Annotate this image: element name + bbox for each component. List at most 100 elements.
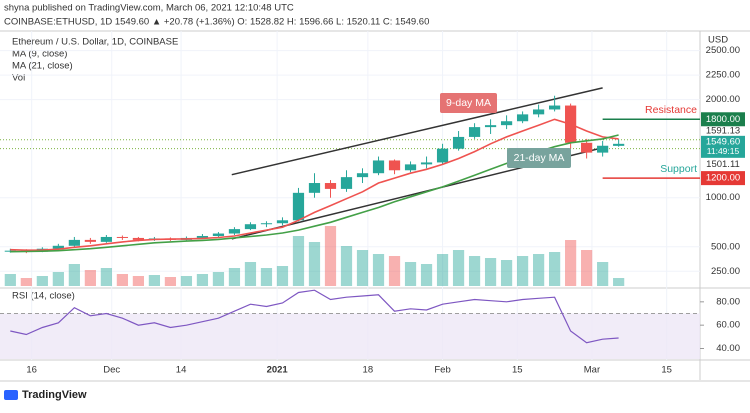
volume-bar: [148, 275, 161, 286]
candle-body: [228, 229, 241, 234]
candle-body: [388, 160, 401, 171]
volume-bar: [356, 250, 369, 286]
header-line1: shyna published on TradingView.com, Marc…: [4, 3, 294, 14]
header-line2: COINBASE:ETHUSD, 1D 1549.60 ▲ +20.78 (+1…: [4, 17, 429, 28]
chart-title: Ethereum / U.S. Dollar, 1D, COINBASE: [12, 37, 178, 48]
candle-body: [244, 224, 257, 230]
candle-body: [404, 164, 417, 171]
candle-body: [420, 162, 433, 165]
volume-bar: [549, 252, 561, 286]
candle-body: [436, 148, 449, 163]
annotation-box: [440, 93, 497, 113]
candle-body: [260, 223, 273, 225]
candle-body: [372, 160, 385, 174]
candle-body: [100, 236, 112, 242]
candle-body: [484, 125, 497, 128]
volume-bar: [436, 254, 449, 286]
volume-bar: [581, 250, 593, 286]
price-tag-label: 1591.13: [706, 125, 740, 136]
rsi-tick-label: 40.00: [716, 343, 740, 354]
candle-body: [468, 127, 481, 137]
volume-bar: [340, 246, 353, 286]
candle-body: [84, 239, 96, 242]
volume-bar: [4, 274, 16, 286]
annotation-text: 9-day MA: [446, 97, 491, 109]
volume-bar: [388, 256, 401, 286]
currency-label: USD: [708, 35, 728, 46]
volume-bar: [116, 274, 128, 286]
level-tag-label: 1200.00: [706, 173, 740, 184]
annotation-text: 21-day MA: [514, 152, 565, 164]
volume-bar: [532, 254, 545, 286]
legend-item: MA (9, close): [12, 49, 67, 60]
x-tick-label: 18: [363, 365, 374, 376]
x-tick-label: Mar: [584, 365, 600, 376]
volume-bar: [260, 268, 273, 286]
volume-bar: [132, 276, 145, 286]
volume-bar: [500, 260, 513, 286]
legend-item: MA (21, close): [12, 61, 73, 72]
candle-body: [532, 109, 545, 115]
volume-bar: [516, 256, 529, 286]
level-name: Resistance: [645, 104, 697, 116]
candle-body: [452, 136, 465, 149]
candle-body: [356, 173, 369, 178]
candle-body: [276, 220, 289, 224]
volume-bar: [164, 277, 177, 286]
x-tick-label: 14: [176, 365, 187, 376]
volume-bar: [404, 262, 417, 286]
candle-body: [132, 237, 145, 240]
rsi-line: [10, 289, 619, 344]
candle-body: [292, 192, 305, 221]
candle-body: [549, 105, 561, 110]
y-tick-label: 2000.00: [706, 94, 740, 105]
level-tag: [701, 171, 745, 186]
volume-bar: [36, 276, 48, 286]
volume-bar: [565, 240, 577, 286]
y-tick-label: 2250.00: [706, 70, 740, 81]
channel-line: [231, 87, 603, 176]
y-tick-label: 500.00: [711, 241, 740, 252]
rsi-tick-label: 60.00: [716, 320, 740, 331]
candle-body: [597, 145, 609, 153]
x-tick-label: 2021: [267, 365, 289, 376]
candle-body: [212, 233, 225, 236]
candle-body: [308, 183, 321, 193]
volume-bar: [100, 268, 112, 286]
candle-body: [324, 183, 337, 189]
footer-brand: TradingView: [22, 389, 87, 401]
candle-body: [52, 245, 64, 249]
volume-bar: [180, 276, 193, 286]
candle-body: [613, 143, 625, 146]
volume-bar: [308, 242, 321, 286]
candle-body: [516, 114, 529, 122]
volume-bar: [452, 250, 465, 286]
volume-bar: [52, 272, 64, 286]
x-tick-label: 15: [661, 365, 672, 376]
volume-bar: [613, 278, 625, 286]
candle-body: [581, 142, 593, 153]
y-tick-label: 1000.00: [706, 192, 740, 203]
volume-bar: [68, 264, 80, 286]
legend-item: Vol: [12, 73, 25, 84]
candle-body: [68, 239, 80, 246]
price-tag: [701, 135, 745, 158]
level-tag-label: 1800.00: [706, 114, 740, 125]
volume-bar: [244, 262, 257, 286]
price-countdown: 11:49:15: [707, 146, 740, 156]
volume-bar: [292, 236, 305, 286]
candle-body: [116, 236, 128, 238]
rsi-band: [0, 313, 700, 359]
volume-bar: [228, 268, 241, 286]
volume-bar: [20, 278, 32, 286]
candle-body: [196, 235, 209, 238]
rsi-title: RSI (14, close): [12, 291, 75, 302]
x-tick-label: Dec: [103, 365, 120, 376]
y-tick-label: 250.00: [711, 266, 740, 277]
volume-bar: [420, 264, 433, 286]
level-name: Support: [660, 163, 697, 175]
price-tag-label: 1549.60: [706, 136, 740, 147]
rsi-tick-label: 80.00: [716, 296, 740, 307]
level-tag: [701, 112, 745, 127]
